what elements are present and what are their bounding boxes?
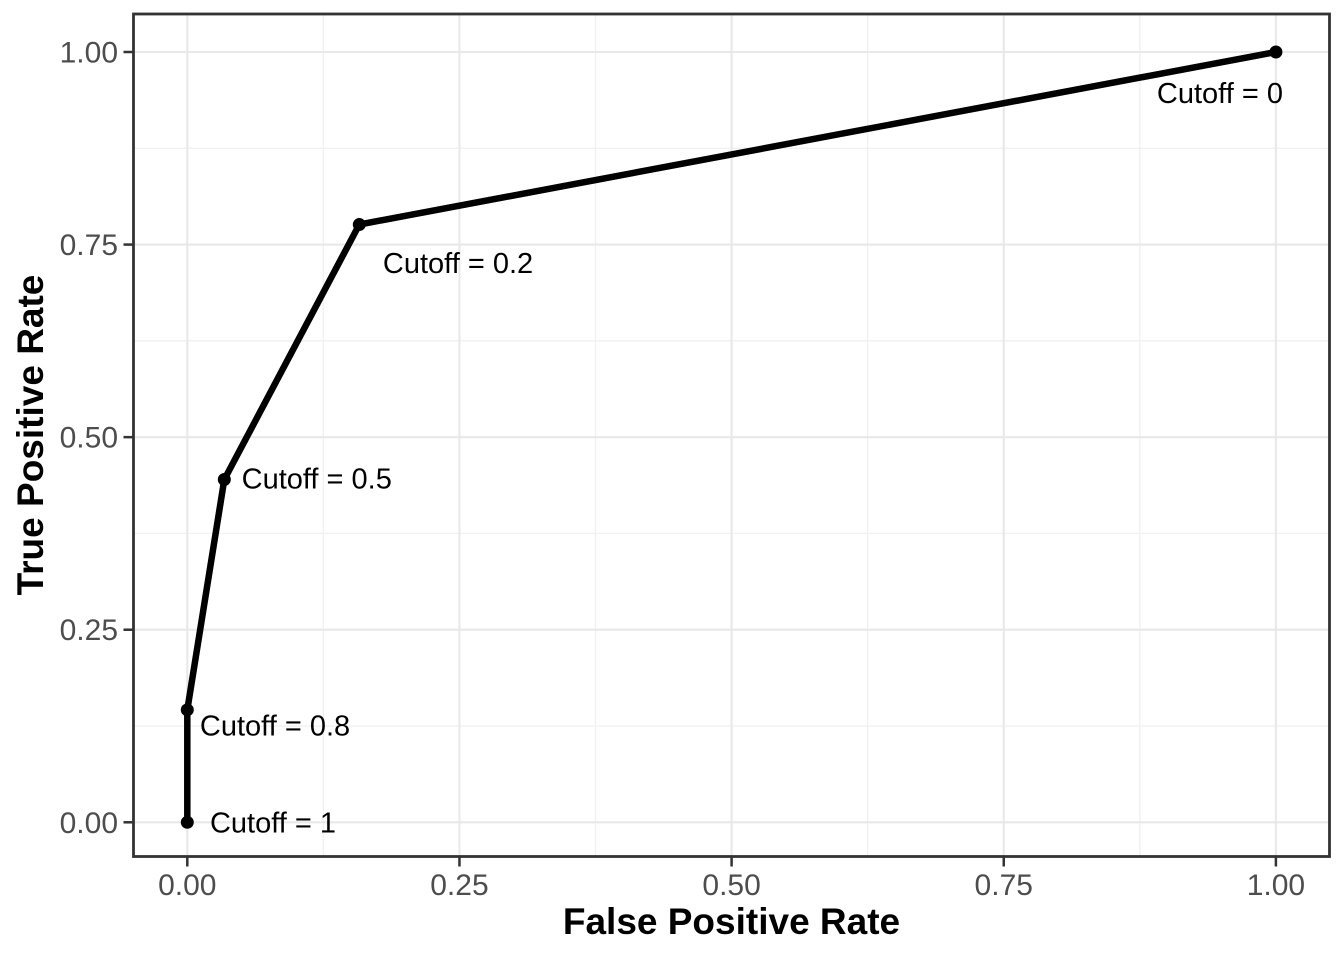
- y-axis-tick-label: 0.50: [60, 422, 118, 455]
- y-axis-tick-label: 0.00: [60, 807, 118, 840]
- data-point-cutoff-1: [180, 815, 194, 829]
- annotations: Cutoff = 1 Cutoff = 0.8 Cutoff = 0.5 Cutoff…: [200, 78, 1283, 840]
- data-point-cutoff-0-2: [352, 218, 366, 232]
- y-axis-title: True Positive Rate: [10, 274, 51, 596]
- x-axis-tick-label: 0.25: [430, 869, 488, 902]
- data-point-cutoff-0-5: [217, 473, 231, 487]
- data-point-cutoff-0-8: [180, 703, 194, 717]
- x-axis-tick-label: 1.00: [1247, 869, 1305, 902]
- annotation-label: Cutoff = 0.8: [200, 710, 350, 742]
- y-axis-tick-label: 0.25: [60, 614, 118, 647]
- data-point-cutoff-0: [1269, 45, 1283, 59]
- y-axis-tick-label: 1.00: [60, 37, 118, 70]
- x-axis-tick-label: 0.00: [158, 869, 216, 902]
- axis-ticks: 0.00 0.25 0.50 0.75 1.00 0.00 0.25 0.50 0.75 1.00: [60, 37, 1305, 903]
- grid-major: [133, 14, 1330, 857]
- annotation-label: Cutoff = 0.2: [383, 248, 533, 280]
- x-axis-tick-label: 0.50: [702, 869, 760, 902]
- roc-points: [180, 45, 1283, 829]
- annotation-label: Cutoff = 1: [210, 808, 336, 840]
- x-axis-title: False Positive Rate: [562, 901, 901, 942]
- annotation-label: Cutoff = 0: [1157, 78, 1283, 110]
- annotation-label: Cutoff = 0.5: [242, 464, 392, 496]
- x-axis-tick-label: 0.75: [975, 869, 1033, 902]
- y-axis-tick-label: 0.75: [60, 229, 118, 262]
